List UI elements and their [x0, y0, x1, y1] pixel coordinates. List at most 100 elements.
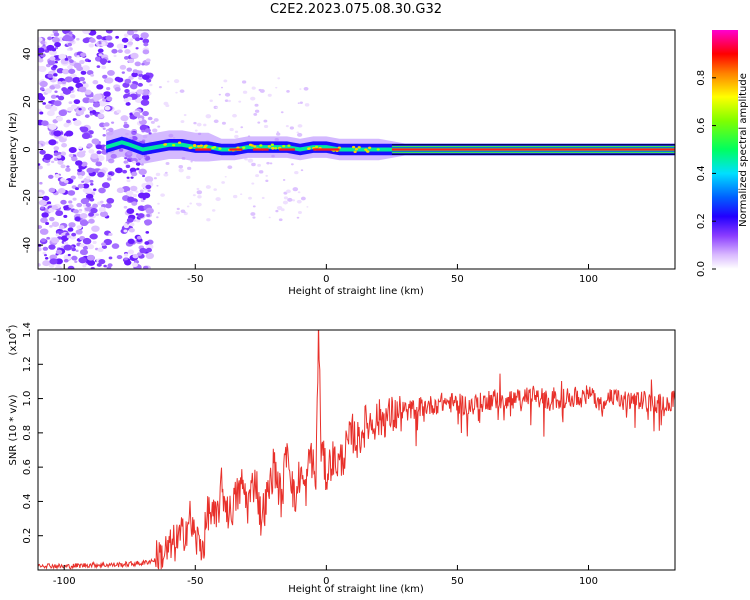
spectrogram-noise-blob	[135, 219, 141, 223]
y-tick-label: 1.4	[22, 322, 33, 338]
spectrogram-noise-blob	[90, 168, 96, 173]
spectrogram-noise-blob	[49, 224, 53, 228]
spectrogram-noise-blob	[38, 199, 47, 206]
spectrogram-noise-blob	[60, 235, 69, 242]
spectrogram-faint-blob	[306, 206, 309, 208]
colorbar-gradient	[712, 30, 738, 269]
spectrogram-noise-blob	[126, 176, 130, 179]
spectrogram-faint-blob	[227, 165, 233, 170]
spectrogram-noise-blob	[126, 30, 135, 36]
spectrogram-noise-blob	[80, 198, 90, 205]
spectrogram-noise-blob	[57, 81, 62, 85]
spectrogram-noise-blob	[108, 256, 113, 260]
spectrogram-noise-blob	[98, 187, 106, 194]
spectrogram-noise-blob	[124, 259, 132, 266]
spectrogram-noise-blob	[106, 87, 111, 91]
spectrogram-noise-blob	[139, 247, 147, 254]
spectrogram-noise-blob	[76, 55, 80, 58]
spectrogram-noise-blob	[80, 52, 87, 58]
spectrogram-faint-blob	[163, 173, 169, 177]
spectrogram-noise-blob	[103, 123, 108, 127]
spectrogram-faint-blob	[173, 79, 180, 84]
spectrogram-faint-blob	[234, 130, 239, 134]
spectrogram-faint-blob	[254, 109, 260, 113]
spectrogram-noise-blob	[73, 209, 79, 214]
spectrogram-faint-blob	[195, 202, 199, 205]
spectrogram-faint-blob	[266, 161, 270, 165]
snr-scale-label: (x104)	[5, 324, 19, 355]
spectrogram-noise-blob	[145, 207, 154, 214]
spectrogram-noise-blob	[85, 202, 92, 207]
spectrogram-noise-blob	[99, 211, 108, 218]
spectrogram-faint-blob	[157, 202, 160, 205]
spectrogram-noise-blob	[143, 42, 149, 47]
spectrogram-noise-blob	[125, 164, 131, 169]
spectrogram-noise-blob	[38, 163, 41, 166]
spectrogram-faint-blob	[285, 189, 291, 194]
spectrogram-faint-blob	[257, 163, 262, 167]
spectrogram-faint-blob	[223, 79, 228, 83]
spectrogram-noise-blob	[123, 33, 129, 38]
spectrogram-ridge-peak	[172, 144, 176, 147]
spectrogram-noise-blob	[61, 80, 67, 85]
spectrogram-noise-blob	[145, 184, 152, 190]
spectrogram-noise-blob	[135, 97, 143, 103]
spectrogram-ridge-peak	[376, 148, 380, 151]
spectrogram-faint-blob	[196, 122, 202, 127]
spectrogram-noise-blob	[123, 56, 129, 60]
spectrogram-noise-blob	[60, 177, 66, 182]
spectrogram-noise-blob	[101, 242, 106, 247]
spectrogram-noise-blob	[134, 37, 141, 42]
spectrogram-noise-blob	[42, 44, 46, 47]
spectrogram-noise-blob	[137, 252, 142, 256]
spectrogram-noise-blob	[120, 115, 129, 122]
snr-scale-exponent: 4	[5, 328, 13, 333]
spectrogram-faint-blob	[265, 174, 268, 177]
spectrogram-noise-blob	[38, 225, 43, 229]
spectrogram-noise-blob	[60, 164, 66, 169]
spectrogram-noise-blob	[39, 149, 46, 155]
spectrogram-faint-blob	[221, 121, 226, 125]
spectrogram-faint-blob	[155, 172, 161, 177]
spectrogram-noise-blob	[131, 201, 138, 206]
spectrogram-noise-blob	[115, 35, 119, 39]
spectrogram-noise-blob	[88, 212, 95, 217]
y-tick-label: 0.2	[22, 528, 33, 544]
spectrogram-faint-blob	[189, 202, 193, 205]
spectrogram-noise-blob	[80, 70, 87, 75]
spectrogram-noise-blob	[82, 183, 90, 189]
spectrogram-noise-blob	[140, 199, 145, 203]
spectrogram-noise-blob	[144, 176, 154, 183]
spectrogram-noise-blob	[114, 86, 121, 92]
spectrogram-noise-blob	[74, 260, 78, 263]
spectrogram-noise-blob	[38, 95, 45, 101]
spectrogram-noise-blob	[141, 129, 145, 133]
spectrogram-noise-blob	[99, 58, 108, 65]
spectrogram-noise-blob	[147, 116, 153, 121]
spectrogram-noise-blob	[53, 100, 62, 107]
spectrogram-noise-blob	[79, 219, 89, 227]
spectrogram-noise-blob	[38, 192, 43, 197]
spectrogram-faint-blob	[263, 119, 268, 123]
spectrogram-noise-blob	[39, 181, 43, 185]
spectrogram-noise-blob	[107, 127, 114, 132]
spectrogram-faint-blob	[269, 162, 273, 165]
spectrogram-noise-blob	[92, 102, 101, 108]
spectrogram-noise-blob	[98, 53, 103, 57]
spectrogram-noise-blob	[40, 217, 48, 224]
spectrogram-noise-blob	[132, 219, 137, 222]
spectrogram-noise-blob	[85, 175, 91, 180]
spectrogram-faint-blob	[257, 121, 261, 124]
spectrogram-faint-blob	[187, 166, 192, 170]
spectrogram-noise-blob	[79, 212, 88, 219]
spectrogram-noise-blob	[127, 41, 134, 46]
spectrogram-faint-blob	[296, 132, 303, 137]
spectrogram-noise-blob	[78, 257, 87, 264]
colorbar-tick-label: 0.8	[696, 70, 707, 86]
spectrogram-noise-blob	[46, 236, 51, 240]
spectrogram-noise-blob	[98, 100, 107, 107]
spectrogram-faint-blob	[254, 103, 259, 107]
spectrogram-noise-blob	[47, 73, 53, 78]
spectrogram-faint-blob	[304, 103, 310, 107]
